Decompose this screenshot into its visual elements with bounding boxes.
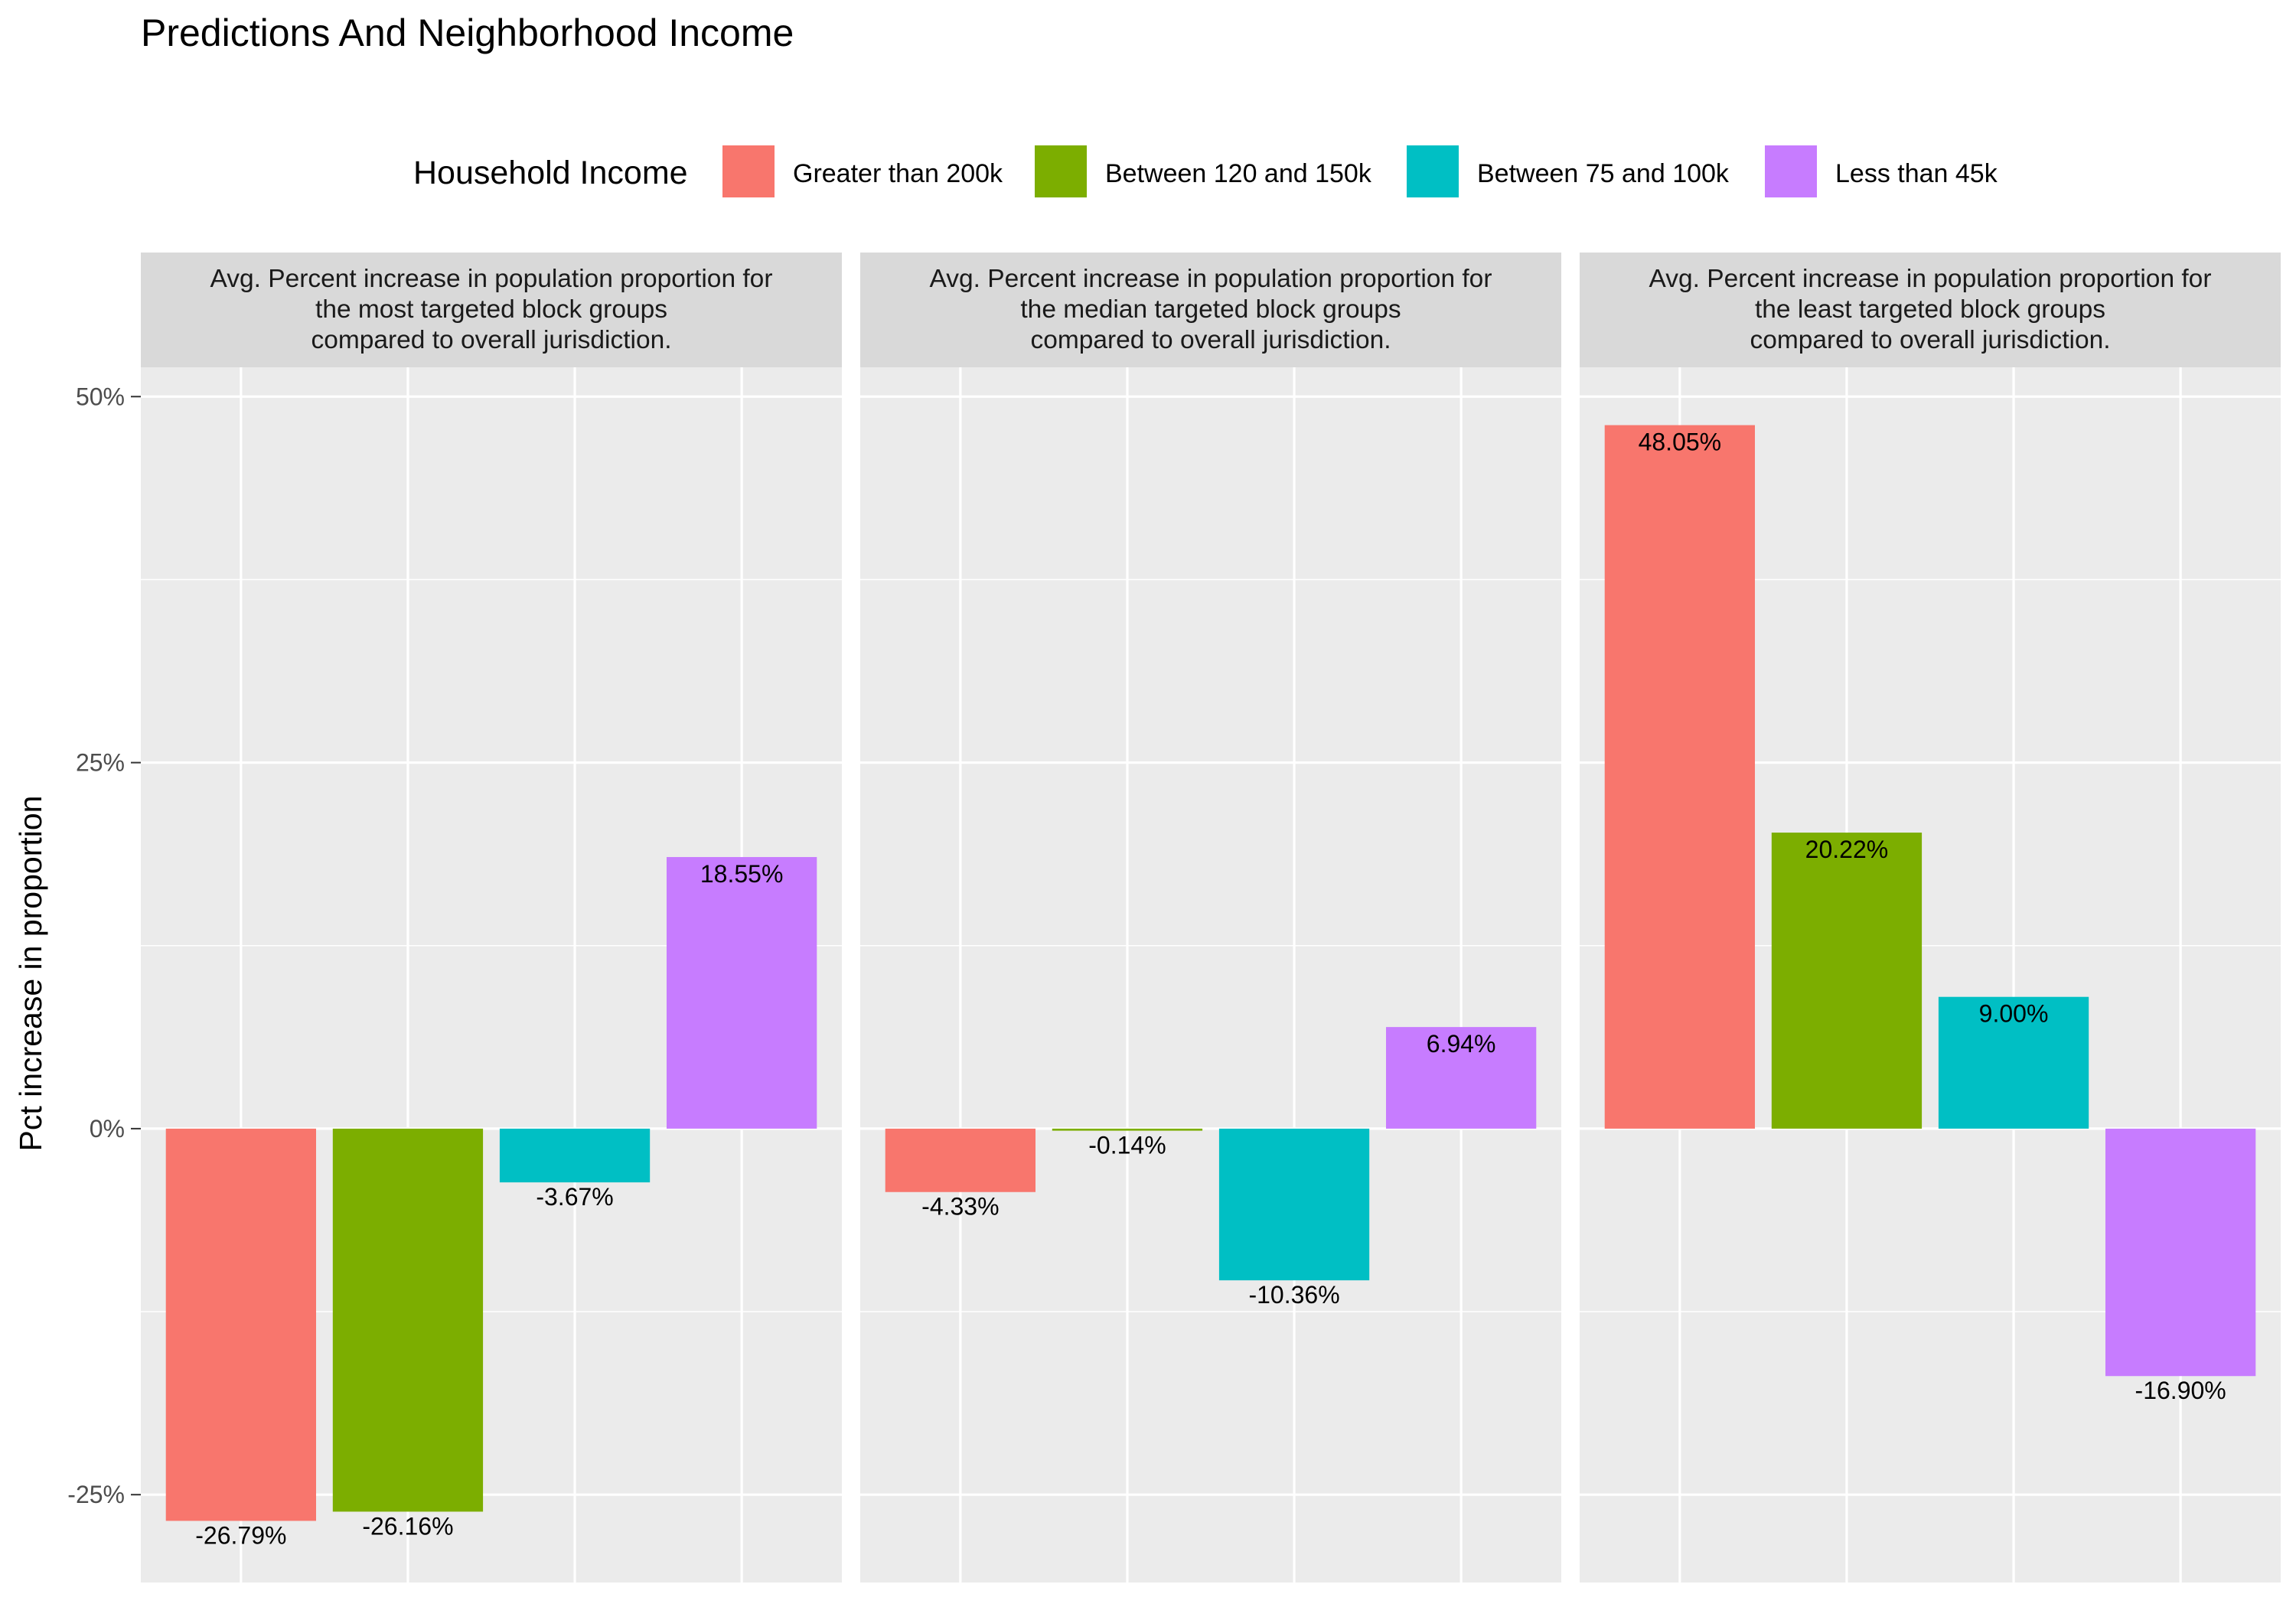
facet-strip-line-0: Avg. Percent increase in population prop… [210,265,773,293]
legend-title: Household Income [413,155,688,191]
facet-strip-line-0: Avg. Percent increase in population prop… [1649,265,2212,293]
panel-background [860,367,1561,1583]
legend-label-2: Between 75 and 100k [1477,159,1730,188]
bar-less-than-45k [2105,1128,2256,1377]
legend-label-0: Greater than 200k [793,159,1003,188]
legend-label-1: Between 120 and 150k [1105,159,1372,188]
bar-value-label: 48.05% [1639,429,1722,456]
bar-value-label: 18.55% [700,860,784,888]
y-axis: -25% 0% 25% 50% [67,383,141,1508]
bar-between-75-and-100k [1938,996,2089,1129]
y-axis-label: Pct increase in proportion [13,796,48,1152]
bar-between-75-and-100k [1218,1128,1370,1281]
facet-strip [141,253,842,367]
bar-less-than-45k [667,856,817,1129]
y-tick-label: 25% [76,749,125,777]
bar-value-label: 6.94% [1427,1030,1496,1058]
bar-greater-than-200k [885,1128,1035,1192]
facet-strip-line-1: the most targeted block groups [315,295,667,324]
bar-value-label: -26.16% [362,1512,453,1540]
bar-value-label: -10.36% [1248,1281,1339,1309]
chart-title: Predictions And Neighborhood Income [141,11,794,54]
facet-strip-line-2: compared to overall jurisdiction. [311,326,671,354]
facet-panel-0: Avg. Percent increase in population prop… [141,253,842,1583]
bar-value-label: 9.00% [1979,1000,2049,1028]
bar-greater-than-200k [1604,425,1755,1129]
bar-less-than-45k [1386,1027,1537,1129]
legend-label-3: Less than 45k [1835,159,1998,188]
facet-strip-line-1: the least targeted block groups [1755,295,2105,324]
bar-between-75-and-100k [499,1128,651,1183]
bar-value-label: -4.33% [921,1193,999,1221]
bar-value-label: 20.22% [1805,836,1889,863]
legend-key-3 [1765,145,1817,197]
facet-strip [860,253,1561,367]
facet-strip-line-2: compared to overall jurisdiction. [1750,326,2110,354]
bar-value-label: -26.79% [195,1521,286,1549]
bar-value-label: -16.90% [2135,1377,2226,1404]
y-tick-label: 0% [90,1115,125,1143]
bar-between-120-and-150k [332,1128,484,1512]
legend-key-0 [722,145,775,197]
legend-key-2 [1407,145,1459,197]
facet-strip-line-1: the median targeted block groups [1020,295,1401,324]
facet-strip [1580,253,2281,367]
y-tick-label: 50% [76,383,125,410]
facet-panels: Avg. Percent increase in population prop… [141,253,2281,1583]
legend: Household Income Greater than 200k Betwee… [413,145,1998,197]
facet-strip-line-0: Avg. Percent increase in population prop… [930,265,1492,293]
legend-key-1 [1035,145,1087,197]
bar-between-120-and-150k [1771,833,1923,1129]
y-tick-label: -25% [67,1481,125,1508]
facet-strip-line-2: compared to overall jurisdiction. [1030,326,1391,354]
bar-value-label: -0.14% [1088,1132,1166,1159]
facet-panel-2: Avg. Percent increase in population prop… [1580,253,2281,1583]
facet-panel-1: Avg. Percent increase in population prop… [860,253,1561,1583]
bar-between-120-and-150k [1052,1128,1203,1131]
bar-value-label: -3.67% [536,1183,613,1211]
bar-greater-than-200k [165,1128,316,1521]
